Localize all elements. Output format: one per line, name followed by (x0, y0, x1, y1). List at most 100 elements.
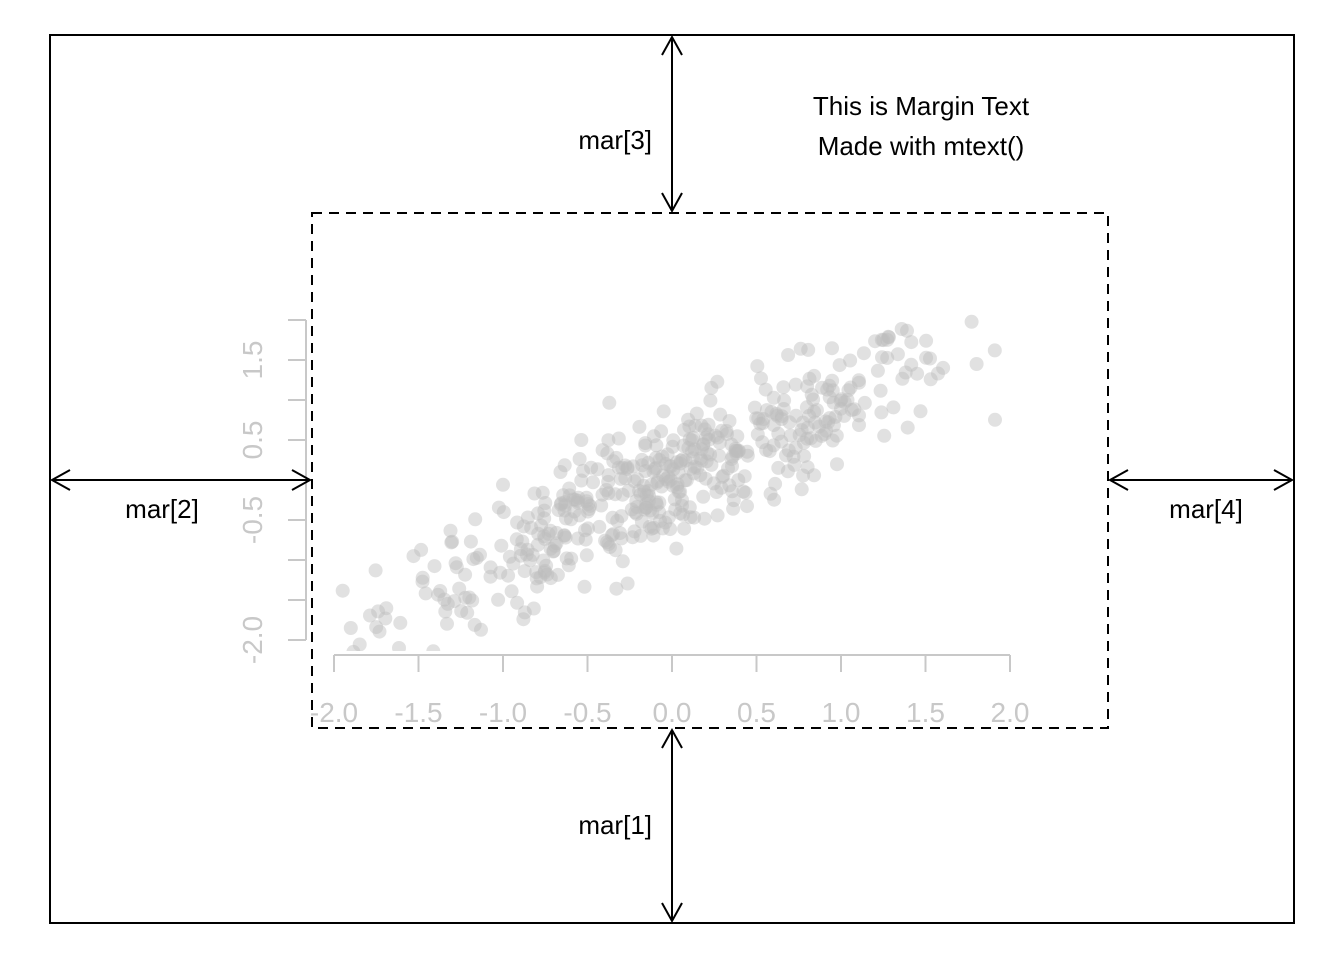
label-mar-1: mar[1] (578, 810, 652, 840)
scatter-point (694, 418, 709, 433)
scatter-point (473, 547, 487, 562)
scatter-point (570, 493, 585, 508)
scatter-point (649, 497, 664, 512)
scatter-point (826, 395, 841, 410)
scatter-point (433, 584, 448, 598)
scatter-point (549, 525, 564, 540)
scatter-point (352, 637, 367, 651)
scatter-point (610, 513, 625, 528)
scatter-point (730, 429, 745, 444)
scatter-point (579, 548, 594, 563)
scatter-point (571, 531, 585, 546)
scatter-point (809, 403, 824, 418)
scatter-point (796, 435, 811, 450)
scatter-point (890, 347, 905, 362)
scatter-point (541, 526, 556, 541)
x-tick-label: -1.5 (394, 697, 442, 728)
label-mar-2: mar[2] (125, 494, 199, 524)
scatter-point (712, 435, 727, 450)
scatter-point (764, 404, 779, 419)
scatter-point (516, 612, 531, 627)
scatter-point (910, 366, 925, 381)
scatter-point (900, 323, 914, 338)
scatter-point (529, 565, 544, 580)
x-tick-label: 2.0 (991, 697, 1030, 728)
scatter-point (530, 537, 545, 552)
scatter-point (699, 454, 714, 469)
scatter-point (726, 493, 741, 508)
scatter-point (759, 443, 774, 457)
scatter-point (789, 408, 803, 423)
scatter-point (685, 451, 700, 466)
scatter-point (568, 492, 583, 507)
scatter-point (517, 564, 532, 579)
scatter-point (675, 498, 689, 513)
scatter-point (598, 533, 613, 548)
scatter-point (807, 404, 822, 419)
scatter-point (639, 496, 654, 511)
scatter-point (683, 461, 698, 476)
scatter-point (673, 506, 688, 521)
scatter-point (646, 520, 661, 535)
scatter-point (609, 450, 624, 465)
scatter-point (466, 552, 481, 567)
scatter-point (467, 617, 482, 632)
scatter-point (698, 430, 713, 445)
scatter-point (543, 571, 558, 586)
scatter-point (581, 521, 595, 536)
scatter-point (822, 411, 837, 426)
scatter-point (586, 475, 600, 490)
scatter-point (725, 449, 740, 464)
scatter-point (780, 464, 795, 479)
scatter-point (658, 515, 673, 530)
scatter-point (546, 544, 561, 559)
scatter-point (510, 595, 525, 610)
scatter-point (608, 487, 623, 502)
scatter-point (688, 418, 703, 433)
scatter-point (531, 506, 545, 521)
scatter-point (474, 622, 488, 637)
scatter-point (638, 438, 653, 453)
scatter-point (658, 456, 673, 471)
scatter-point (571, 490, 586, 505)
scatter-point (683, 510, 698, 525)
scatter-point (581, 497, 595, 511)
scatter-point (620, 460, 635, 475)
scatter-point (562, 488, 577, 503)
scatter-point (620, 462, 635, 476)
scatter-point (724, 437, 739, 452)
scatter-point (852, 418, 866, 432)
scatter-point (763, 486, 778, 501)
scatter-point (604, 528, 619, 543)
scatter-point (774, 409, 789, 424)
scatter-point (686, 466, 701, 481)
scatter-point (618, 458, 633, 473)
scatter-point (821, 415, 836, 430)
scatter-point (677, 422, 691, 437)
scatter-point (725, 484, 740, 499)
scatter-point (766, 418, 781, 432)
scatter-point (728, 441, 743, 456)
scatter-point (783, 428, 798, 443)
scatter-point (654, 424, 669, 439)
scatter-point (696, 489, 711, 504)
scatter-point (964, 314, 979, 329)
scatter-point (654, 479, 669, 494)
scatter-point (554, 496, 569, 511)
scatter-point (639, 488, 654, 503)
scatter-point (875, 350, 889, 365)
scatter-point (561, 558, 576, 573)
scatter-point (898, 365, 913, 380)
scatter-point (656, 404, 671, 419)
scatter-point (829, 428, 844, 443)
scatter-point (738, 485, 753, 500)
scatter-point (686, 430, 701, 445)
scatter-point (682, 432, 697, 447)
scatter-point (781, 443, 796, 458)
scatter-point (547, 538, 562, 553)
scatter-point (543, 523, 558, 538)
scatter-point (580, 504, 595, 519)
scatter-point (556, 488, 571, 503)
scatter-point (793, 341, 808, 356)
scatter-point (458, 590, 473, 605)
